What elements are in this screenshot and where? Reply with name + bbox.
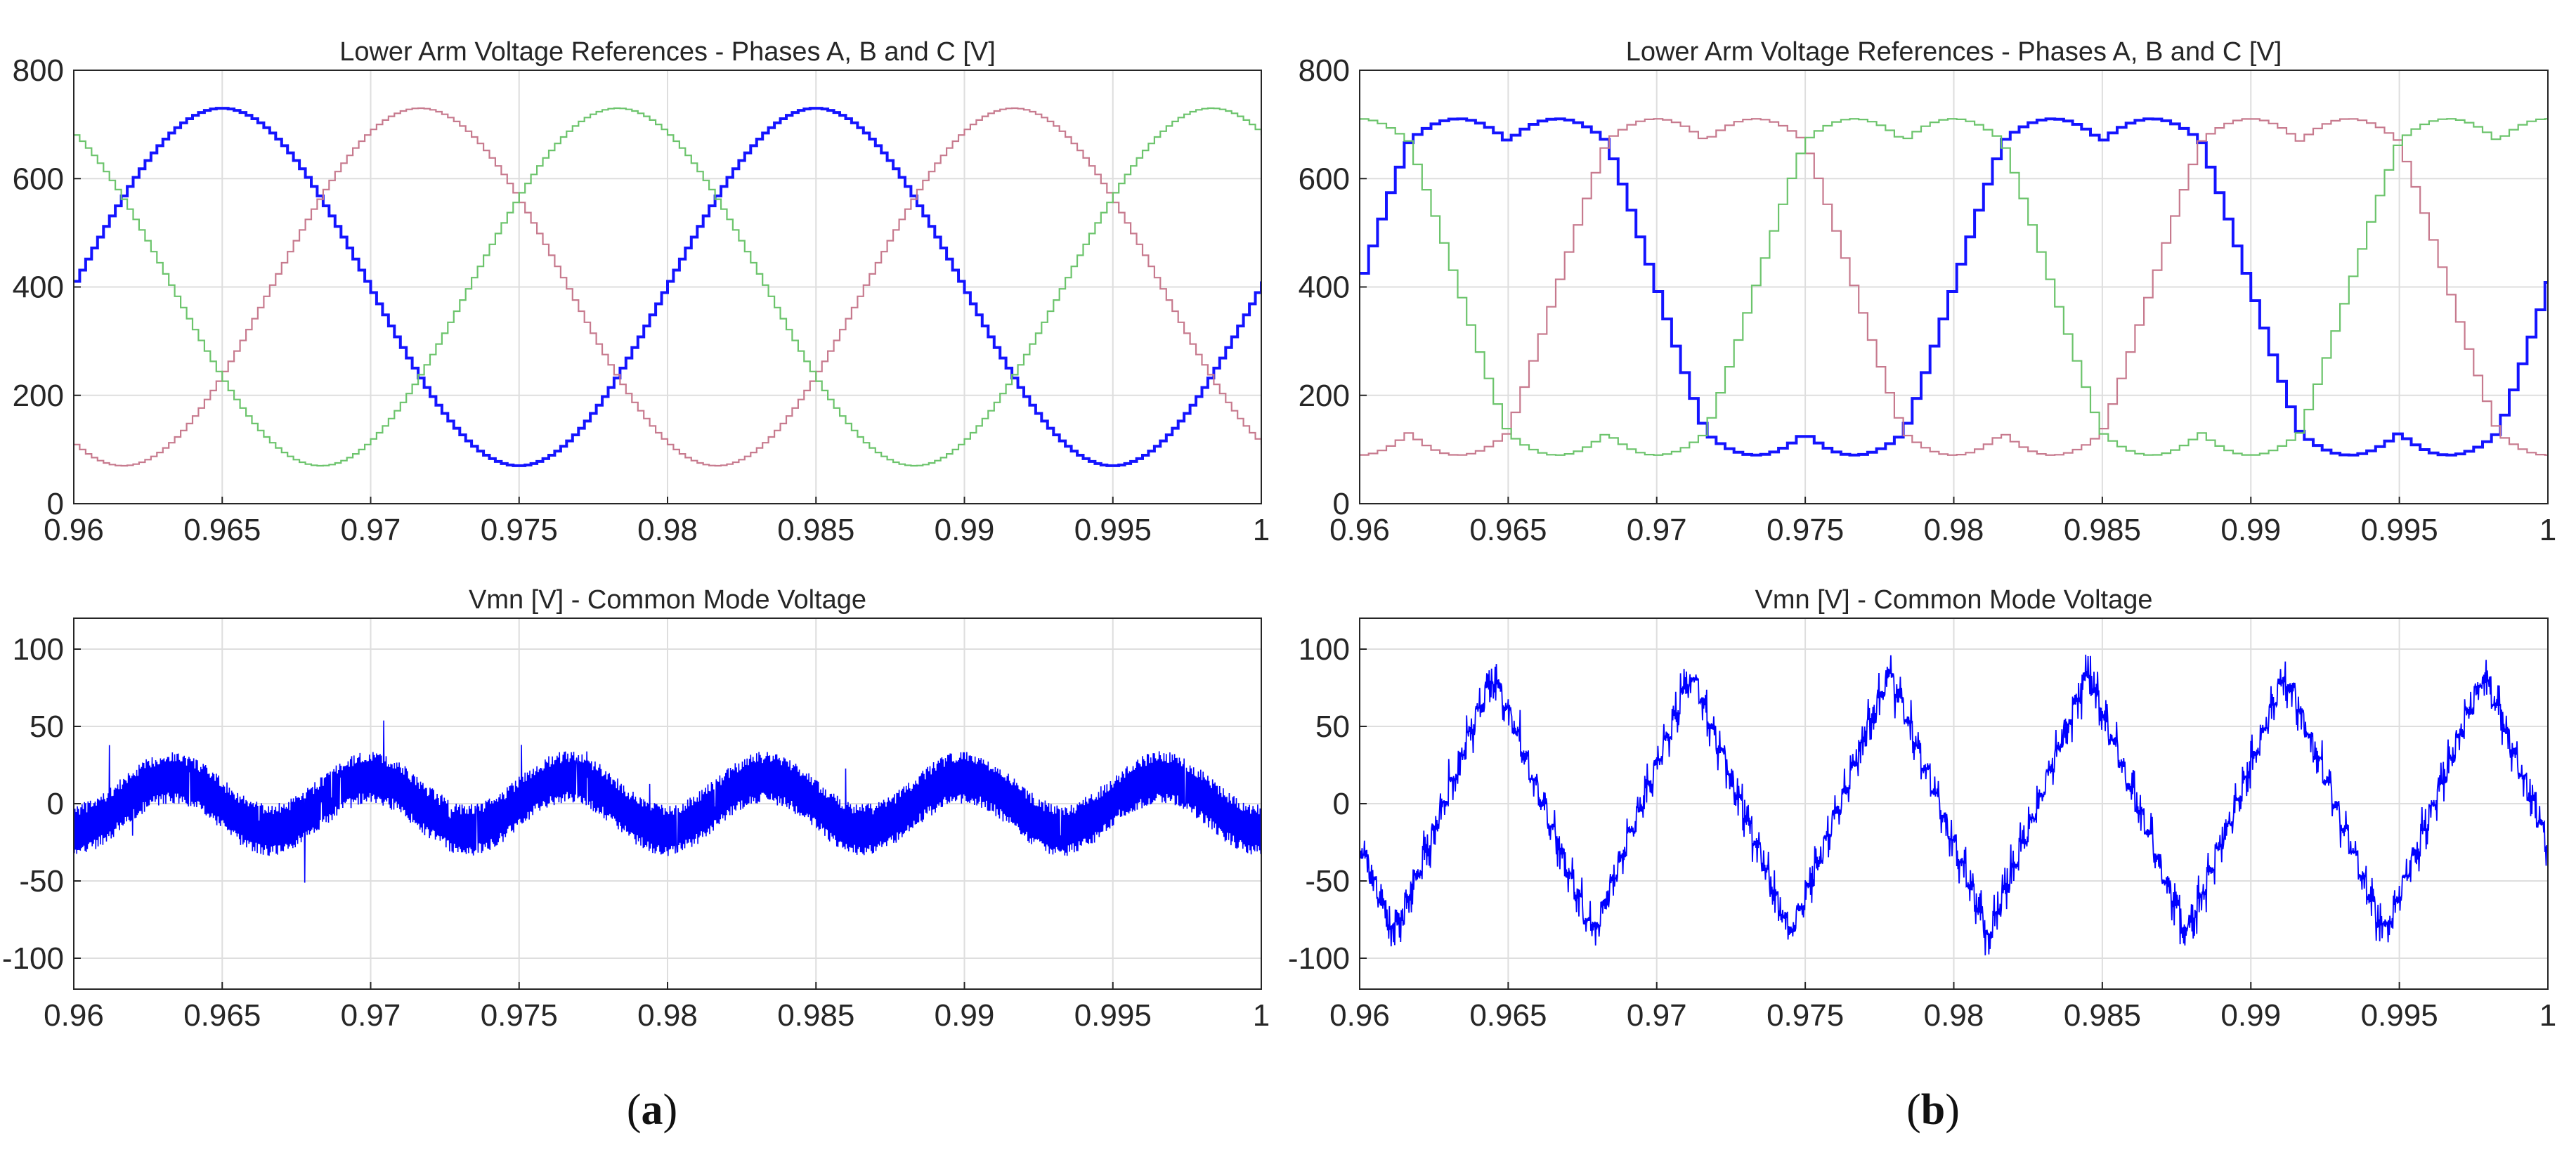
x-tick-label: 0.99 — [2220, 513, 2281, 547]
x-tick-label: 0.99 — [2220, 998, 2281, 1033]
x-tick-label: 0.975 — [481, 998, 558, 1033]
x-tick-label: 0.975 — [1767, 998, 1844, 1033]
x-tick-label: 0.995 — [2361, 998, 2438, 1033]
x-tick-label: 0.96 — [1329, 998, 1390, 1033]
y-tick-label: -100 — [1288, 941, 1350, 976]
x-tick-label: 0.97 — [341, 513, 401, 547]
y-tick-label: -100 — [2, 941, 64, 976]
panel-label-b-close: ) — [1945, 1086, 1960, 1134]
plot-area — [1360, 117, 2548, 457]
series-line — [74, 107, 1261, 467]
y-tick-label: 800 — [1299, 53, 1350, 88]
series-line — [1360, 654, 2548, 955]
x-tick-label: 0.97 — [1627, 513, 1687, 547]
chart-title: Lower Arm Voltage References - Phases A,… — [339, 37, 996, 67]
x-tick-label: 0.995 — [1074, 998, 1152, 1033]
panel-label-b-open: ( — [1906, 1086, 1921, 1134]
x-tick-label: 1 — [1253, 513, 1270, 547]
chart-title: Vmn [V] - Common Mode Voltage — [1755, 585, 2152, 615]
y-tick-label: 400 — [13, 270, 64, 305]
panel-label-b-letter: b — [1921, 1086, 1945, 1134]
y-tick-label: 0 — [47, 787, 64, 821]
y-tick-label: 400 — [1299, 270, 1350, 305]
y-tick-label: 200 — [1299, 379, 1350, 413]
x-tick-label: 0.975 — [1767, 513, 1844, 547]
chart-title: Lower Arm Voltage References - Phases A,… — [1626, 37, 2282, 67]
chart-a-bottom: 0.96 0.965 0.97 0.975 0.98 0.985 0.99 0.995 1 -10… — [2, 585, 1270, 1033]
x-tick-label: 0.99 — [935, 998, 995, 1033]
x-tick-label: 0.97 — [1627, 998, 1687, 1033]
y-tick-label: -50 — [1305, 864, 1350, 899]
y-tick-label: 0 — [1333, 787, 1350, 821]
y-tick-label: 100 — [13, 632, 64, 667]
y-tick-label: 0 — [47, 487, 64, 521]
x-tick-label: 0.985 — [777, 513, 854, 547]
x-tick-label: 0.995 — [2361, 513, 2438, 547]
x-tick-label: 1 — [2539, 513, 2556, 547]
y-tick-label: 0 — [1333, 487, 1350, 521]
x-tick-label: 0.985 — [777, 998, 854, 1033]
panel-label-b: (b) — [1906, 1086, 1960, 1134]
chart-a-top: 0.96 0.965 0.97 0.975 0.98 0.985 0.99 0.995 1 0 20… — [13, 37, 1270, 547]
x-tick-label: 0.965 — [183, 513, 261, 547]
x-tick-label: 0.96 — [44, 513, 104, 547]
x-tick-label: 0.98 — [637, 998, 698, 1033]
chart-b-top: 0.96 0.965 0.97 0.975 0.98 0.985 0.99 0.995 1 0 20… — [1299, 37, 2557, 547]
panel-label-a-open: ( — [627, 1086, 642, 1134]
y-tick-label: -50 — [19, 864, 64, 899]
x-tick-label: 0.985 — [2064, 998, 2141, 1033]
x-tick-label: 0.96 — [44, 998, 104, 1033]
x-tick-label: 0.98 — [1924, 513, 1984, 547]
y-tick-label: 100 — [1299, 632, 1350, 667]
x-tick-label: 0.965 — [1469, 998, 1547, 1033]
x-tick-label: 0.96 — [1329, 513, 1390, 547]
x-tick-label: 0.975 — [481, 513, 558, 547]
plot-area — [74, 107, 1261, 467]
plot-area — [1360, 654, 2548, 955]
plot-area — [74, 720, 1261, 883]
panel-label-a-close: ) — [663, 1086, 678, 1134]
series-line — [74, 720, 1261, 883]
x-tick-label: 0.965 — [1469, 513, 1547, 547]
series-line — [74, 107, 1261, 467]
x-tick-label: 0.97 — [341, 998, 401, 1033]
x-tick-label: 1 — [1253, 998, 1270, 1033]
panel-label-a: (a) — [627, 1086, 677, 1134]
x-tick-label: 0.98 — [637, 513, 698, 547]
y-tick-label: 200 — [13, 379, 64, 413]
x-tick-label: 1 — [2539, 998, 2556, 1033]
x-tick-label: 0.99 — [935, 513, 995, 547]
series-line — [1360, 117, 2548, 457]
panel-label-a-letter: a — [642, 1086, 663, 1134]
chart-b-bottom: 0.96 0.965 0.97 0.975 0.98 0.985 0.99 0.995 1 -10… — [1288, 585, 2556, 1033]
x-tick-label: 0.965 — [183, 998, 261, 1033]
series-line — [1360, 118, 2548, 456]
y-tick-label: 600 — [13, 162, 64, 196]
y-tick-label: 800 — [13, 53, 64, 88]
chart-title: Vmn [V] - Common Mode Voltage — [469, 585, 866, 615]
series-line — [1360, 118, 2548, 456]
series-line — [74, 107, 1261, 467]
x-tick-label: 0.995 — [1074, 513, 1152, 547]
y-tick-label: 50 — [30, 710, 64, 744]
x-tick-label: 0.985 — [2064, 513, 2141, 547]
x-tick-label: 0.98 — [1924, 998, 1984, 1033]
y-tick-label: 600 — [1299, 162, 1350, 196]
y-tick-label: 50 — [1315, 710, 1350, 744]
